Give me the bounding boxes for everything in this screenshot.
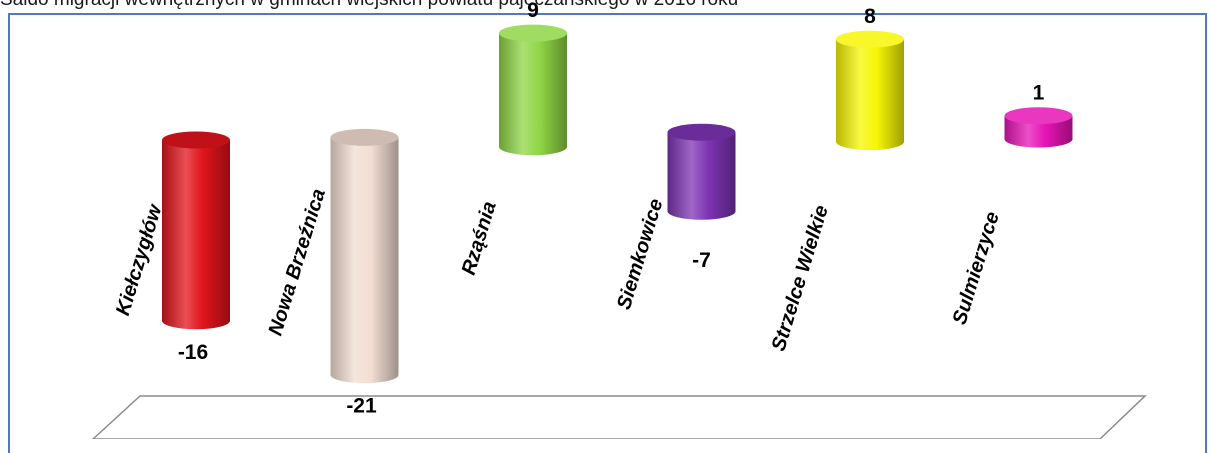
category-label-rza-s-nia: Rząśnia <box>458 199 501 278</box>
bar-cap-kie-czyg-o-w <box>162 131 230 149</box>
value-label-siemkowice: -7 <box>692 249 711 272</box>
chart-plot: -16 Kiełczygłów -21 Nowa Brzeźnica 9 Rząśnia -… <box>91 0 1147 439</box>
value-label-rza-s-nia: 9 <box>527 0 539 22</box>
bar-strzelce-wielkie <box>836 30 904 151</box>
chart-frame <box>8 13 1207 453</box>
bar-body-kie-czyg-o-w <box>162 140 230 330</box>
bar-cap-sulmierzyce <box>1004 107 1073 125</box>
category-label-sulmierzyce: Sulmierzyce <box>949 209 1004 327</box>
category-label-siemkowice: Siemkowice <box>613 196 668 312</box>
bar-body-siemkowice <box>667 132 736 220</box>
chart-title: Saldo migracji wewnętrznych w gminach wi… <box>0 0 1211 11</box>
chart-floor <box>91 395 1147 439</box>
bar-siemkowice <box>667 123 736 220</box>
bar-body-sulmierzyce <box>1004 115 1073 148</box>
bar-cap-strzelce-wielkie <box>836 30 904 48</box>
category-label-nowa-brzez-nica: Nowa Brzeźnica <box>264 186 330 338</box>
value-label-nowa-brzez-nica: -21 <box>346 395 377 418</box>
bar-rza-s-nia <box>499 24 567 156</box>
category-label-kie-czyg-o-w: Kiełczygłów <box>112 201 167 318</box>
bar-body-nowa-brzez-nica <box>330 137 399 384</box>
bar-body-rza-s-nia <box>499 33 567 156</box>
bar-cap-rza-s-nia <box>499 24 567 42</box>
bar-cap-nowa-brzez-nica <box>330 128 399 146</box>
bar-nowa-brzez-nica <box>330 128 399 384</box>
value-label-kie-czyg-o-w: -16 <box>178 341 208 364</box>
category-label-strzelce-wielkie: Strzelce Wielkie <box>768 203 833 354</box>
bar-kie-czyg-o-w <box>162 131 230 330</box>
bar-body-strzelce-wielkie <box>836 39 904 151</box>
value-label-sulmierzyce: 1 <box>1033 82 1045 105</box>
bar-cap-siemkowice <box>667 123 736 141</box>
value-label-strzelce-wielkie: 8 <box>864 5 876 28</box>
bar-sulmierzyce <box>1004 107 1073 148</box>
